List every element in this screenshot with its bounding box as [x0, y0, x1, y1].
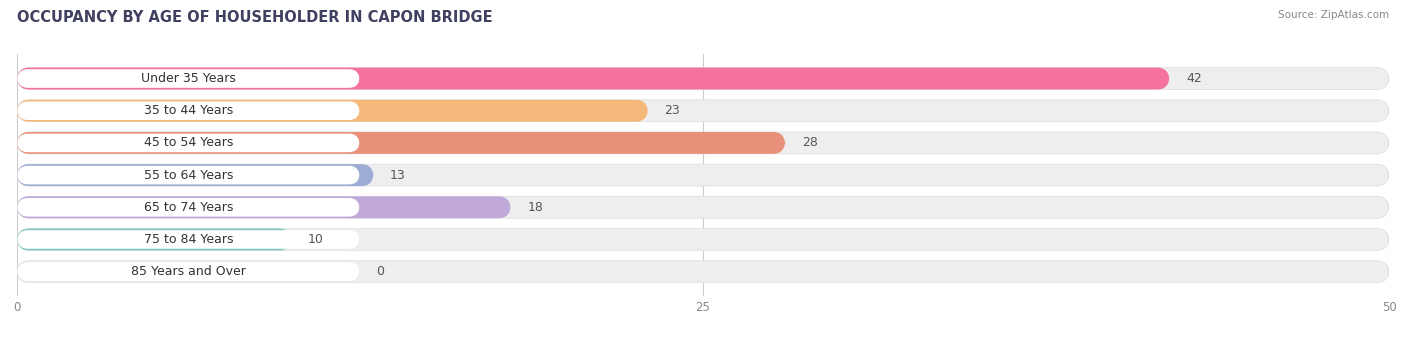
Text: OCCUPANCY BY AGE OF HOUSEHOLDER IN CAPON BRIDGE: OCCUPANCY BY AGE OF HOUSEHOLDER IN CAPON…	[17, 10, 492, 25]
FancyBboxPatch shape	[17, 196, 510, 218]
FancyBboxPatch shape	[17, 261, 1389, 283]
FancyBboxPatch shape	[17, 228, 1389, 251]
Text: 75 to 84 Years: 75 to 84 Years	[143, 233, 233, 246]
FancyBboxPatch shape	[17, 101, 360, 120]
Text: 45 to 54 Years: 45 to 54 Years	[143, 136, 233, 149]
Text: 55 to 64 Years: 55 to 64 Years	[143, 169, 233, 182]
FancyBboxPatch shape	[17, 196, 1389, 218]
FancyBboxPatch shape	[17, 228, 291, 251]
FancyBboxPatch shape	[17, 132, 786, 154]
Text: 13: 13	[389, 169, 406, 182]
FancyBboxPatch shape	[17, 262, 360, 281]
Text: Under 35 Years: Under 35 Years	[141, 72, 236, 85]
Text: 65 to 74 Years: 65 to 74 Years	[143, 201, 233, 214]
FancyBboxPatch shape	[17, 100, 1389, 122]
Text: 28: 28	[801, 136, 818, 149]
Text: 18: 18	[527, 201, 543, 214]
Text: Source: ZipAtlas.com: Source: ZipAtlas.com	[1278, 10, 1389, 20]
Text: 0: 0	[377, 265, 384, 278]
FancyBboxPatch shape	[17, 230, 360, 249]
Text: 10: 10	[308, 233, 323, 246]
FancyBboxPatch shape	[17, 100, 648, 122]
FancyBboxPatch shape	[17, 132, 1389, 154]
Text: 42: 42	[1187, 72, 1202, 85]
FancyBboxPatch shape	[17, 164, 374, 186]
FancyBboxPatch shape	[17, 68, 1389, 89]
FancyBboxPatch shape	[17, 198, 360, 217]
FancyBboxPatch shape	[17, 68, 1170, 89]
FancyBboxPatch shape	[17, 134, 360, 152]
FancyBboxPatch shape	[17, 164, 1389, 186]
FancyBboxPatch shape	[17, 166, 360, 184]
FancyBboxPatch shape	[17, 69, 360, 88]
Text: 35 to 44 Years: 35 to 44 Years	[143, 104, 233, 117]
Text: 85 Years and Over: 85 Years and Over	[131, 265, 246, 278]
Text: 23: 23	[665, 104, 681, 117]
